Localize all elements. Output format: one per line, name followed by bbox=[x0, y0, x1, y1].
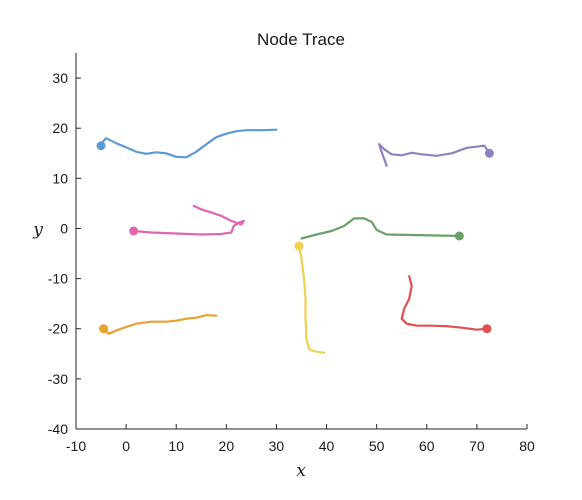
trace-line bbox=[378, 143, 491, 167]
trace-3 bbox=[129, 204, 245, 236]
plot-area bbox=[96, 128, 494, 354]
trace-line bbox=[400, 275, 488, 331]
x-tick-label: 30 bbox=[269, 438, 285, 454]
x-tick-label: -10 bbox=[66, 438, 86, 454]
x-tick-label: 10 bbox=[168, 438, 184, 454]
trace-7 bbox=[400, 275, 492, 334]
trace-start-marker bbox=[482, 324, 492, 334]
trace-line bbox=[300, 217, 461, 240]
y-tick-label: -10 bbox=[48, 271, 68, 287]
y-tick-label: -20 bbox=[48, 321, 68, 337]
trace-line bbox=[100, 128, 278, 159]
trace-1 bbox=[96, 128, 278, 159]
trace-start-marker bbox=[484, 148, 494, 158]
trace-4 bbox=[300, 217, 464, 241]
y-tick-label: 20 bbox=[52, 120, 68, 136]
trace-start-marker bbox=[129, 226, 139, 236]
trace-line bbox=[297, 244, 326, 354]
x-tick-label: 40 bbox=[319, 438, 335, 454]
trace-line bbox=[132, 204, 245, 236]
x-tick-label: 50 bbox=[369, 438, 385, 454]
chart-title: Node Trace bbox=[257, 30, 345, 49]
trace-start-marker bbox=[294, 241, 304, 251]
x-tick-label: 20 bbox=[219, 438, 235, 454]
trace-2 bbox=[378, 143, 494, 167]
trace-start-marker bbox=[454, 231, 464, 241]
trace-start-marker bbox=[96, 141, 106, 151]
y-tick-label: 0 bbox=[60, 220, 68, 236]
y-tick-label: -30 bbox=[48, 371, 68, 387]
trace-start-marker bbox=[99, 324, 109, 334]
y-tick-label: 10 bbox=[52, 170, 68, 186]
trace-5 bbox=[294, 241, 326, 354]
y-tick-label: -40 bbox=[48, 421, 68, 437]
x-axis-label: x bbox=[296, 461, 306, 481]
x-tick-label: 80 bbox=[519, 438, 535, 454]
x-tick-label: 0 bbox=[122, 438, 130, 454]
x-tick-label: 70 bbox=[469, 438, 485, 454]
y-tick-label: 30 bbox=[52, 70, 68, 86]
x-tick-label: 60 bbox=[419, 438, 435, 454]
trace-line bbox=[102, 314, 218, 335]
y-axis-label: y bbox=[32, 220, 43, 240]
trace-6 bbox=[99, 314, 218, 335]
axes: -10 0 10 20 30 40 50 60 70 80 -40 -30 -20 -10 0 10 20 30 bbox=[48, 53, 535, 454]
